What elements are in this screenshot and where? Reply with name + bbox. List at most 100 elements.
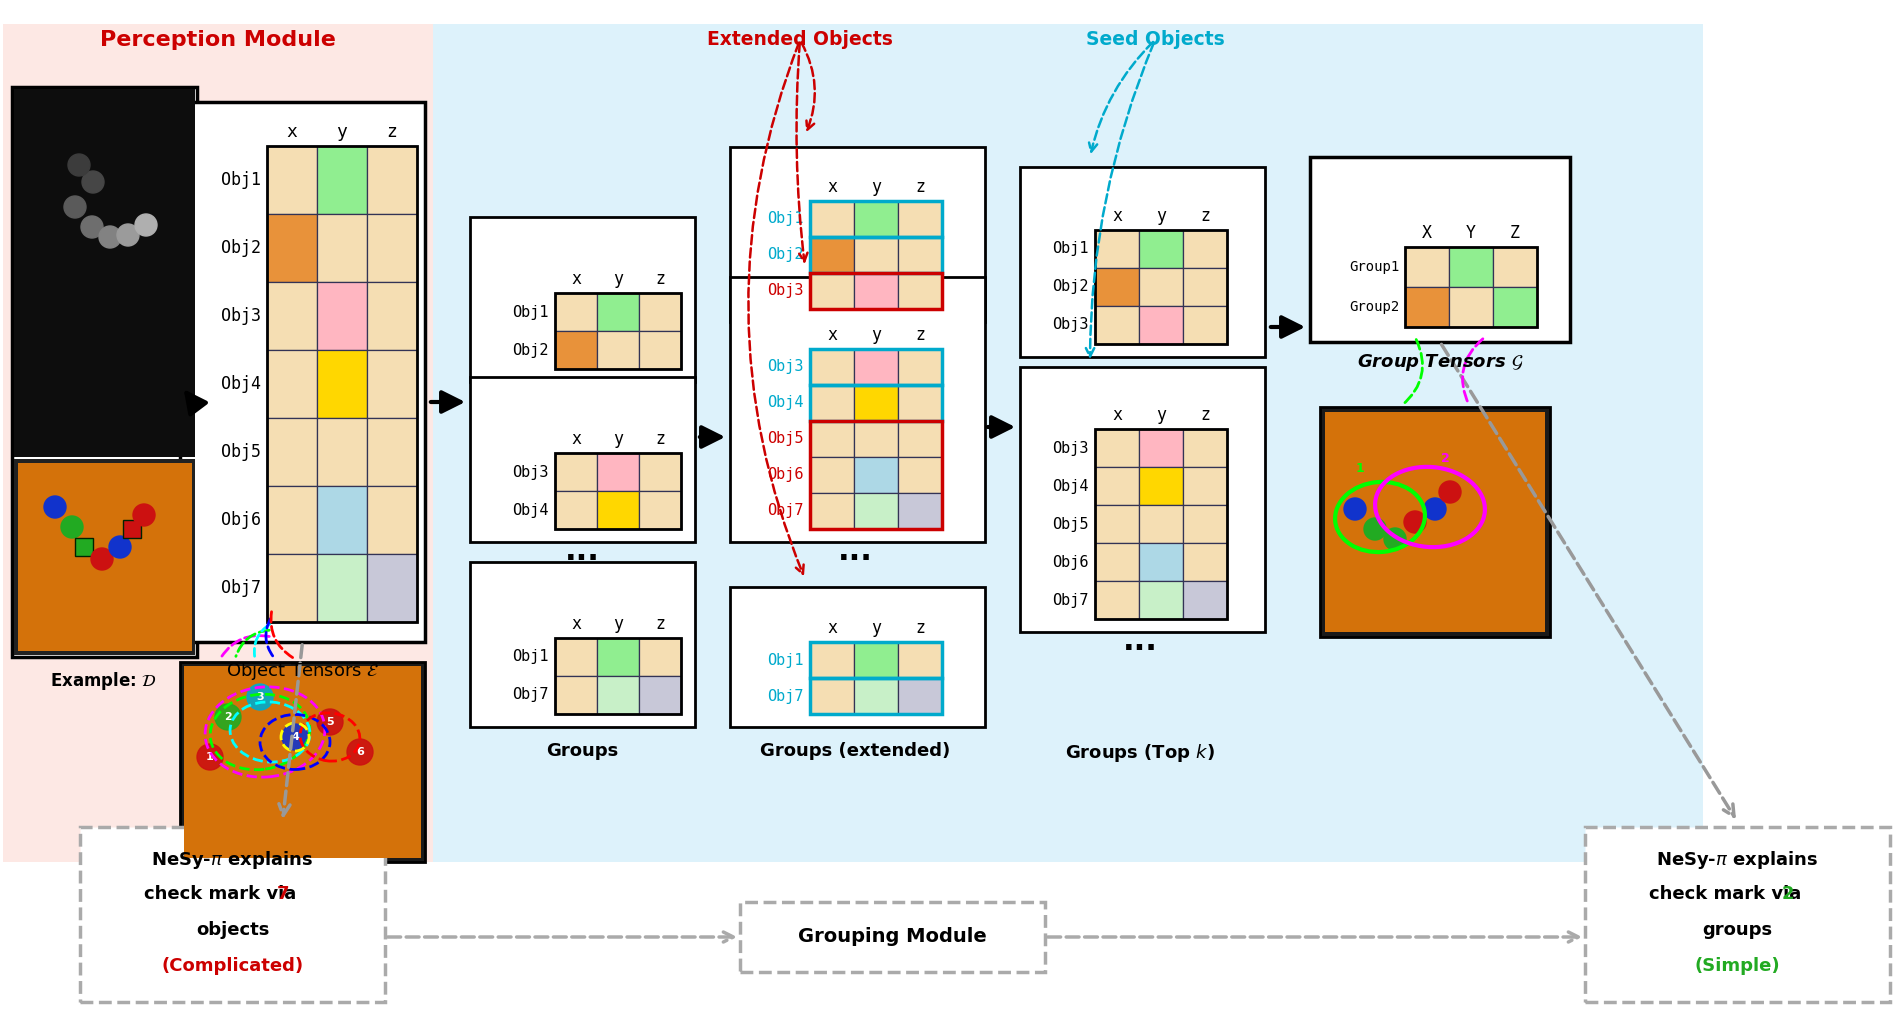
Circle shape	[98, 226, 121, 248]
Bar	[1140, 429, 1183, 467]
Text: groups: groups	[1702, 921, 1772, 939]
Bar	[1448, 287, 1494, 327]
Bar	[731, 587, 984, 727]
Bar	[1140, 505, 1183, 543]
Bar	[810, 678, 854, 714]
Bar	[810, 678, 943, 714]
Text: x: x	[1111, 207, 1123, 225]
Text: Groups (Top $k$): Groups (Top $k$)	[1066, 741, 1215, 764]
Bar	[854, 201, 897, 237]
Text: y: y	[871, 178, 880, 196]
Bar	[1310, 157, 1569, 342]
Bar	[810, 201, 854, 237]
Circle shape	[1405, 511, 1425, 533]
Bar	[897, 421, 943, 457]
Text: x: x	[572, 270, 581, 288]
Bar	[267, 146, 316, 214]
Bar	[1319, 407, 1550, 637]
Bar	[640, 676, 681, 714]
Bar	[596, 638, 640, 676]
Circle shape	[133, 504, 155, 526]
Bar	[854, 678, 897, 714]
Bar	[810, 273, 854, 309]
Bar	[469, 377, 695, 542]
Text: Obj4: Obj4	[767, 395, 805, 411]
Bar	[1140, 581, 1183, 619]
Bar	[810, 349, 943, 385]
Bar	[555, 293, 596, 331]
Bar	[1183, 543, 1227, 581]
Bar	[267, 214, 316, 282]
Bar	[80, 827, 384, 1002]
Bar	[316, 282, 367, 350]
Text: Obj7: Obj7	[221, 579, 261, 597]
Bar	[1584, 827, 1889, 1002]
Bar	[1494, 287, 1537, 327]
Circle shape	[282, 724, 309, 750]
Bar	[555, 638, 681, 714]
Bar	[1020, 367, 1265, 632]
Circle shape	[216, 703, 240, 730]
Bar	[897, 642, 943, 678]
Text: Group2: Group2	[1348, 300, 1399, 314]
Bar	[316, 418, 367, 486]
Text: Obj4: Obj4	[221, 375, 261, 393]
Bar	[1183, 306, 1227, 344]
Text: Obj6: Obj6	[1053, 555, 1088, 570]
Bar	[897, 385, 943, 421]
Bar	[897, 273, 943, 309]
Bar	[1140, 306, 1183, 344]
Text: NeSy-$\pi$ explains: NeSy-$\pi$ explains	[1656, 849, 1819, 871]
Text: Obj7: Obj7	[513, 687, 549, 702]
Bar	[854, 273, 897, 309]
Text: Obj5: Obj5	[221, 443, 261, 461]
Text: Obj3: Obj3	[767, 359, 805, 375]
Text: Perception Module: Perception Module	[100, 30, 335, 50]
Bar	[1183, 505, 1227, 543]
Bar	[1094, 543, 1140, 581]
Text: z: z	[655, 430, 664, 448]
Bar	[1183, 581, 1227, 619]
Bar	[897, 201, 943, 237]
Circle shape	[44, 496, 66, 518]
Bar	[555, 293, 681, 369]
Bar	[469, 562, 695, 727]
Circle shape	[1384, 528, 1406, 550]
Text: 7: 7	[276, 885, 290, 903]
Bar	[810, 201, 943, 309]
Text: Grouping Module: Grouping Module	[799, 927, 986, 947]
Text: z: z	[655, 615, 664, 633]
Text: Obj1: Obj1	[767, 212, 805, 227]
Text: 5: 5	[326, 717, 333, 727]
Bar	[596, 331, 640, 369]
Text: x: x	[286, 123, 297, 141]
Bar	[316, 350, 367, 418]
Bar	[316, 554, 367, 622]
Bar	[640, 491, 681, 529]
Text: 2: 2	[1441, 453, 1450, 465]
Bar	[555, 491, 596, 529]
Bar	[76, 538, 93, 556]
Bar	[1094, 230, 1140, 268]
Bar	[596, 293, 640, 331]
Bar	[13, 89, 195, 457]
Bar	[367, 486, 416, 554]
Bar	[1183, 268, 1227, 306]
Text: Obj3: Obj3	[1053, 441, 1088, 456]
Bar	[897, 493, 943, 529]
Text: Obj7: Obj7	[1053, 593, 1088, 608]
Text: y: y	[613, 270, 623, 288]
Text: Obj4: Obj4	[1053, 479, 1088, 494]
Text: X: X	[1422, 224, 1431, 242]
Bar	[897, 457, 943, 493]
Text: z: z	[914, 326, 926, 344]
Text: objects: objects	[195, 921, 269, 939]
Text: 1: 1	[206, 752, 214, 762]
Text: ...: ...	[564, 537, 600, 567]
Text: Group Tensors $\mathcal{G}$: Group Tensors $\mathcal{G}$	[1357, 352, 1524, 373]
Text: Obj2: Obj2	[1053, 279, 1088, 295]
Bar	[1448, 248, 1494, 287]
Bar	[810, 421, 943, 529]
Bar	[854, 349, 897, 385]
Bar	[367, 282, 416, 350]
